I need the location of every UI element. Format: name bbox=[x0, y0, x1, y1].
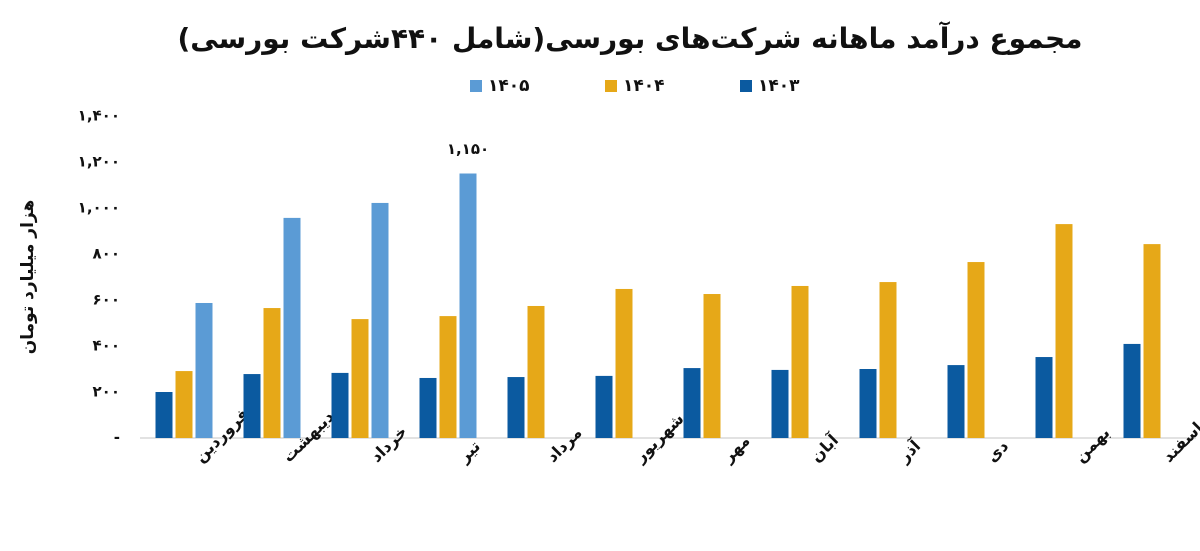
bar bbox=[1055, 224, 1073, 438]
x-tick-label: اسفند bbox=[1159, 418, 1200, 466]
bar bbox=[703, 294, 721, 438]
bar bbox=[527, 305, 545, 438]
bar bbox=[419, 377, 437, 438]
y-tick-label: ۱,۴۰۰ bbox=[78, 107, 120, 125]
x-tick-label: بهمن bbox=[1071, 423, 1114, 466]
legend-swatch bbox=[740, 80, 752, 92]
x-tick-label: آذر bbox=[893, 435, 924, 466]
data-label: ۱,۱۵۰ bbox=[447, 140, 489, 158]
bar bbox=[615, 288, 633, 438]
bar bbox=[771, 369, 789, 438]
y-tick-label: ۴۰۰ bbox=[93, 337, 120, 355]
bar bbox=[1123, 343, 1141, 438]
bar bbox=[175, 371, 193, 438]
bar bbox=[595, 375, 613, 438]
bar bbox=[263, 308, 281, 438]
x-tick-label: تیر bbox=[454, 437, 484, 467]
bar bbox=[371, 202, 389, 438]
bar bbox=[155, 392, 173, 438]
x-tick-label: مرداد bbox=[543, 423, 586, 466]
y-tick-label: ۶۰۰ bbox=[93, 291, 120, 309]
x-tick-label: مهر bbox=[718, 431, 754, 467]
y-tick-label: ۸۰۰ bbox=[93, 245, 120, 263]
chart-title: مجموع درآمد ماهانه شرکت‌های بورسی(شامل ۴… bbox=[177, 21, 1082, 55]
y-tick-label: ۱,۰۰۰ bbox=[78, 199, 120, 217]
bar bbox=[1035, 357, 1053, 438]
bar bbox=[859, 369, 877, 438]
bar bbox=[195, 302, 213, 438]
x-tick-label: دی bbox=[983, 436, 1013, 466]
bar bbox=[791, 285, 809, 438]
bar bbox=[351, 319, 369, 438]
y-tick-label: ۱,۲۰۰ bbox=[78, 153, 120, 171]
bar bbox=[1143, 244, 1161, 438]
y-tick-label: ۲۰۰ bbox=[93, 383, 120, 401]
bar bbox=[283, 217, 301, 438]
legend-label: ۱۴۰۵ bbox=[488, 76, 530, 96]
bar bbox=[243, 374, 261, 438]
bar bbox=[967, 262, 985, 438]
x-tick-label: آبان bbox=[806, 429, 843, 466]
legend-label: ۱۴۰۴ bbox=[623, 76, 665, 96]
bar bbox=[459, 173, 477, 438]
legend-swatch bbox=[605, 80, 617, 92]
bar bbox=[947, 365, 965, 438]
bar bbox=[879, 282, 897, 438]
bar bbox=[683, 368, 701, 438]
legend-label: ۱۴۰۳ bbox=[758, 76, 800, 96]
legend-swatch bbox=[470, 80, 482, 92]
bar bbox=[331, 372, 349, 438]
y-tick-label: - bbox=[114, 429, 120, 447]
bar bbox=[439, 316, 457, 438]
y-axis-label: هزار میلیارد تومان bbox=[18, 200, 38, 355]
bar bbox=[507, 377, 525, 438]
